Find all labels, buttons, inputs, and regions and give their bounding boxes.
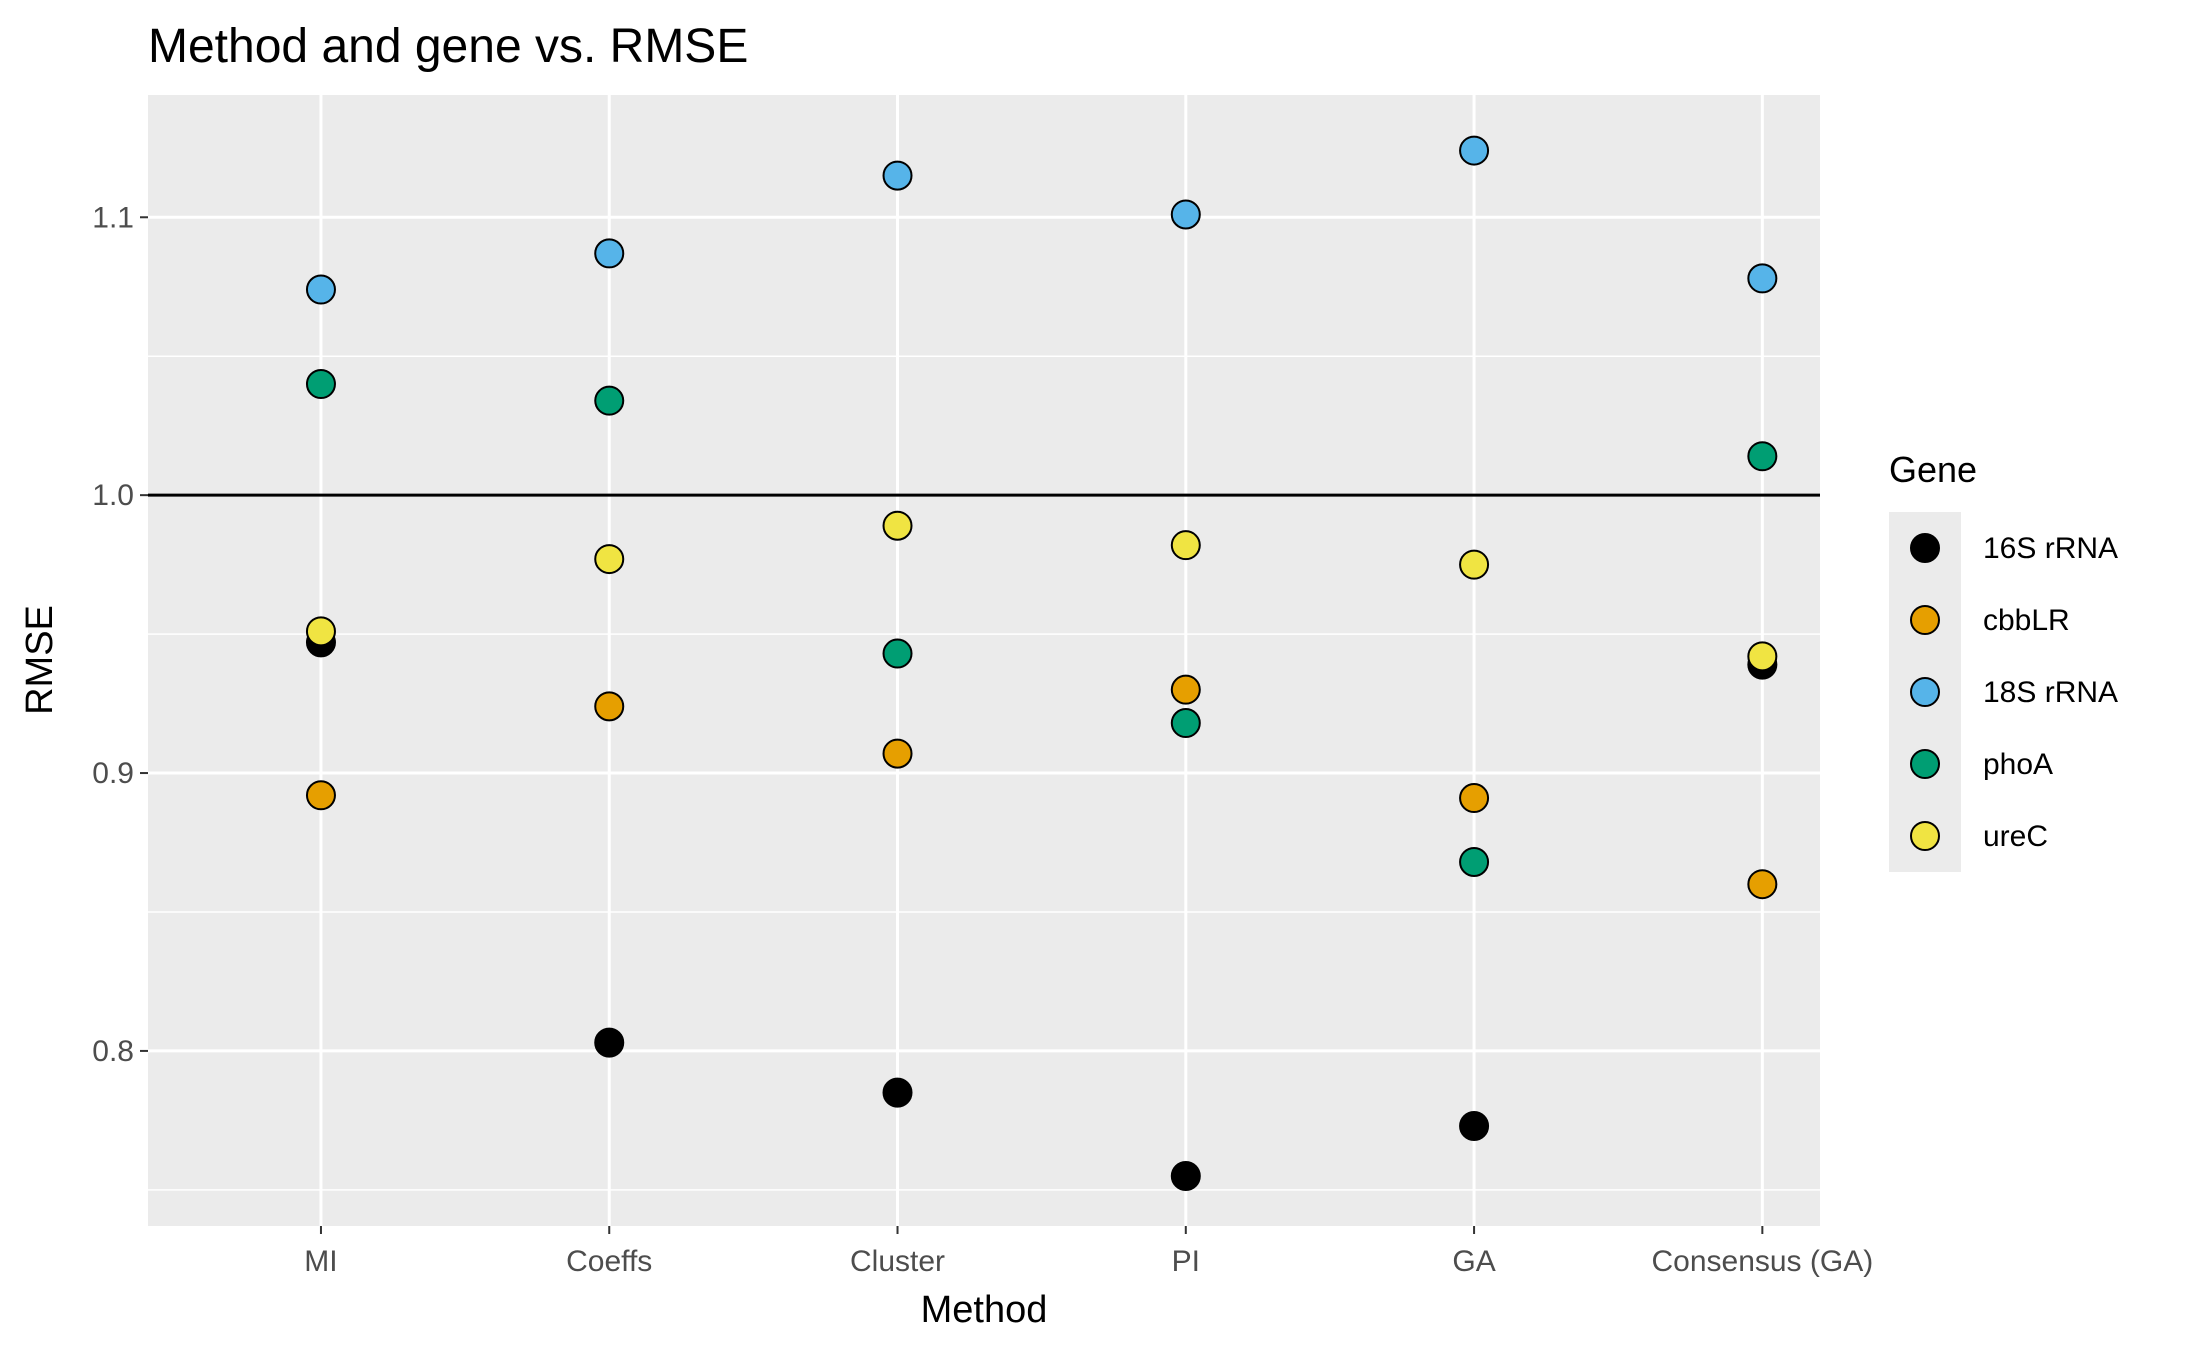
x-tick-label: PI [1172, 1245, 1200, 1278]
legend-item: 18S rRNA [1910, 676, 2118, 709]
legend-key [1910, 677, 1940, 707]
data-point [305, 369, 336, 400]
y-tick-label: 1.0 [92, 479, 134, 512]
legend-items: 16S rRNA cbbLR 18S rRNA phoA ureC [1910, 532, 2118, 853]
x-tick-label: Coeffs [566, 1245, 652, 1278]
data-point [1747, 263, 1778, 294]
series-18s-rrna [305, 135, 1778, 305]
plot-panel [148, 95, 1820, 1226]
data-point [594, 691, 625, 722]
y-tick-label: 1.1 [92, 201, 134, 234]
y-axis-title: RMSE [19, 605, 61, 715]
data-point [305, 780, 336, 811]
legend-label: phoA [1983, 748, 2053, 781]
x-axis: MI Coeffs Cluster PI GA Consensus (GA) [304, 1226, 1873, 1278]
data-point [594, 238, 625, 269]
legend-item: ureC [1910, 820, 2048, 853]
data-point [1459, 135, 1490, 166]
data-point [594, 1027, 625, 1058]
x-tick-label: Consensus (GA) [1651, 1245, 1873, 1278]
x-axis-title: Method [921, 1289, 1048, 1331]
data-point [1459, 846, 1490, 877]
data-point [1170, 199, 1201, 230]
data-point [1747, 641, 1778, 672]
legend-label: 16S rRNA [1983, 532, 2118, 565]
legend-label: ureC [1983, 820, 2048, 853]
data-point [1170, 1160, 1201, 1191]
data-point [305, 274, 336, 305]
data-point [1170, 530, 1201, 561]
legend-key [1910, 605, 1940, 635]
x-tick-label: GA [1452, 1245, 1495, 1278]
legend: Gene 16S rRNA cbbLR 18S rRNA phoA ureC [1889, 449, 2118, 872]
data-points [305, 135, 1778, 1191]
x-tick-label: MI [304, 1245, 337, 1278]
data-point [1459, 783, 1490, 814]
data-point [882, 638, 913, 669]
series-urec [305, 510, 1778, 672]
legend-item: phoA [1910, 748, 2053, 781]
data-point [882, 738, 913, 769]
data-point [1170, 674, 1201, 705]
legend-item: 16S rRNA [1910, 532, 2118, 565]
legend-label: 18S rRNA [1983, 676, 2118, 709]
data-point [882, 1077, 913, 1108]
data-point [594, 544, 625, 575]
chart-title: Method and gene vs. RMSE [148, 20, 748, 73]
legend-title: Gene [1889, 449, 1977, 490]
y-axis: 0.8 0.9 1.0 1.1 [92, 201, 148, 1068]
x-tick-label: Cluster [850, 1245, 945, 1278]
data-point [1747, 869, 1778, 900]
legend-key [1910, 749, 1940, 779]
series-cbblr [305, 674, 1778, 900]
legend-label: cbbLR [1983, 604, 2070, 637]
series-phoa [305, 369, 1778, 877]
data-point [305, 616, 336, 647]
legend-item: cbbLR [1910, 604, 2070, 637]
data-point [882, 510, 913, 541]
data-point [882, 160, 913, 191]
y-tick-label: 0.8 [92, 1035, 134, 1068]
legend-key [1910, 821, 1940, 851]
data-point [1459, 549, 1490, 580]
data-point [1459, 1110, 1490, 1141]
data-point [1747, 441, 1778, 472]
legend-key [1910, 533, 1940, 563]
data-point [594, 385, 625, 416]
data-point [1170, 708, 1201, 739]
y-tick-label: 0.9 [92, 757, 134, 790]
